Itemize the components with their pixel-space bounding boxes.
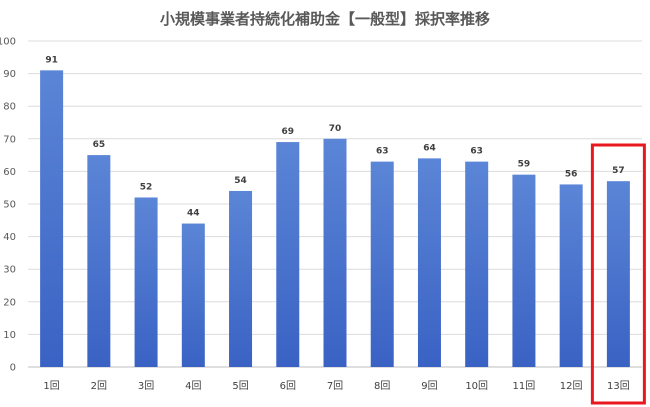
bar: [229, 190, 253, 367]
bar: [40, 70, 64, 367]
y-tick-label: 20: [3, 297, 16, 308]
data-label: 52: [140, 182, 153, 192]
data-label: 59: [518, 160, 531, 170]
data-label: 65: [93, 140, 106, 150]
x-tick-label: 10回: [465, 380, 488, 392]
y-tick-label: 50: [3, 200, 16, 211]
bar: [417, 158, 441, 367]
x-tick-label: 6回: [280, 380, 296, 392]
y-axis-ticks: 0 10 20 30 40 50 60 70 80 90 100: [0, 37, 16, 374]
bar: [465, 161, 489, 367]
data-label: 91: [45, 55, 58, 65]
y-tick-label: 10: [3, 330, 16, 341]
data-label: 70: [329, 124, 342, 134]
y-tick-label: 100: [0, 37, 16, 48]
data-label: 54: [234, 176, 247, 186]
bar: [323, 138, 347, 367]
bar: [370, 161, 394, 367]
bar: [87, 155, 111, 367]
x-tick-label: 12回: [560, 380, 583, 392]
highlight-box: [590, 143, 646, 405]
bar: [559, 184, 583, 367]
bar: [276, 142, 300, 367]
bar: [606, 181, 630, 367]
data-label: 69: [282, 127, 295, 137]
data-label: 56: [565, 169, 578, 179]
data-label: 57: [612, 166, 625, 176]
x-tick-label: 7回: [327, 380, 343, 392]
x-tick-label: 3回: [138, 380, 154, 392]
x-axis-categories: 1回 2回 3回 4回 5回 6回 7回 8回 9回 10回 11回 12回 13回: [43, 380, 629, 392]
y-tick-label: 40: [3, 232, 16, 243]
data-label: 64: [423, 143, 436, 153]
data-label: 63: [376, 147, 389, 157]
x-tick-label: 13回: [607, 380, 630, 392]
x-tick-label: 11回: [513, 380, 536, 392]
x-tick-label: 2回: [91, 380, 107, 392]
y-tick-label: 90: [3, 69, 16, 80]
data-label: 44: [187, 209, 200, 219]
bar: [181, 223, 205, 367]
x-tick-label: 9回: [421, 380, 437, 392]
x-tick-label: 1回: [43, 380, 59, 392]
y-tick-label: 0: [10, 363, 16, 374]
y-tick-label: 60: [3, 167, 16, 178]
bars: [40, 70, 630, 367]
data-labels: 91 65 52 44 54 69 70 63 64 63 59 56 57: [45, 55, 624, 218]
bar: [134, 197, 158, 367]
chart-title: 小規模事業者持続化補助金【一般型】採択率推移: [160, 10, 490, 28]
data-label: 63: [470, 147, 483, 157]
x-tick-label: 8回: [374, 380, 390, 392]
y-tick-label: 30: [3, 265, 16, 276]
x-tick-label: 5回: [232, 380, 248, 392]
bar: [512, 174, 536, 367]
y-tick-label: 80: [3, 102, 16, 113]
x-tick-label: 4回: [185, 380, 201, 392]
y-tick-label: 70: [3, 134, 16, 145]
